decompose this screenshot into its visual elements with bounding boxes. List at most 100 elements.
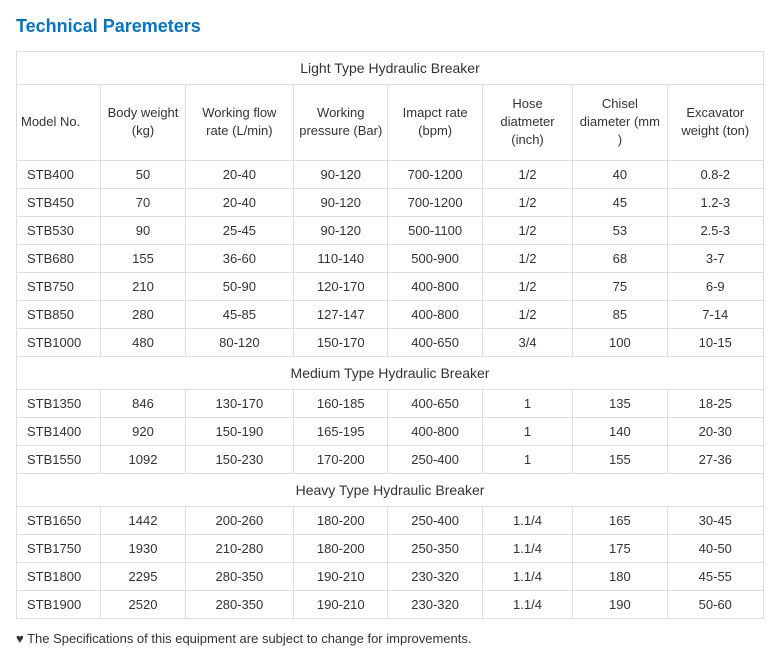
table-cell: 50-60 [667,590,763,618]
table-cell: 190 [573,590,667,618]
table-cell: 200-260 [185,506,293,534]
table-cell: 80-120 [185,328,293,356]
table-cell: STB1550 [17,445,101,473]
table-cell: 400-650 [388,328,482,356]
table-cell: 90-120 [294,188,388,216]
table-row: STB5309025-4590-120500-11001/2532.5-3 [17,216,764,244]
table-cell: 85 [573,300,667,328]
table-cell: 150-230 [185,445,293,473]
table-cell: 280-350 [185,562,293,590]
table-cell: 1092 [101,445,185,473]
table-cell: 1/2 [482,188,572,216]
table-cell: 1.1/4 [482,534,572,562]
table-cell: 90-120 [294,160,388,188]
table-cell: 700-1200 [388,160,482,188]
table-cell: 3-7 [667,244,763,272]
section-title-row: Light Type Hydraulic Breaker [17,52,764,85]
table-cell: 250-400 [388,506,482,534]
table-cell: 90-120 [294,216,388,244]
table-row: STB18002295280-350190-210230-3201.1/4180… [17,562,764,590]
table-cell: 1442 [101,506,185,534]
table-cell: 1/2 [482,272,572,300]
table-cell: 3/4 [482,328,572,356]
table-cell: 1.1/4 [482,562,572,590]
table-cell: 1 [482,445,572,473]
table-cell: 25-45 [185,216,293,244]
table-row: STB4005020-4090-120700-12001/2400.8-2 [17,160,764,188]
table-cell: 160-185 [294,389,388,417]
table-cell: 180-200 [294,534,388,562]
table-cell: 90 [101,216,185,244]
table-cell: STB1650 [17,506,101,534]
table-cell: 1.2-3 [667,188,763,216]
table-cell: STB450 [17,188,101,216]
table-cell: 135 [573,389,667,417]
table-cell: 210 [101,272,185,300]
table-row: STB19002520280-350190-210230-3201.1/4190… [17,590,764,618]
table-cell: 36-60 [185,244,293,272]
table-cell: 45 [573,188,667,216]
column-header: Working flow rate (L/min) [185,85,293,161]
table-row: STB100048080-120150-170400-6503/410010-1… [17,328,764,356]
table-cell: 40 [573,160,667,188]
table-cell: STB400 [17,160,101,188]
table-cell: STB1400 [17,417,101,445]
section-title-row: Medium Type Hydraulic Breaker [17,356,764,389]
table-cell: 230-320 [388,562,482,590]
table-cell: 1/2 [482,160,572,188]
table-cell: 45-55 [667,562,763,590]
column-header: Body weight (kg) [101,85,185,161]
table-cell: 700-1200 [388,188,482,216]
table-cell: STB1750 [17,534,101,562]
table-cell: 1/2 [482,216,572,244]
table-cell: STB1000 [17,328,101,356]
table-cell: STB1800 [17,562,101,590]
table-cell: 180 [573,562,667,590]
table-cell: 1/2 [482,244,572,272]
table-cell: 190-210 [294,590,388,618]
table-row: STB17501930210-280180-200250-3501.1/4175… [17,534,764,562]
table-cell: 20-40 [185,160,293,188]
table-cell: 180-200 [294,506,388,534]
table-cell: 175 [573,534,667,562]
table-cell: STB530 [17,216,101,244]
table-cell: 68 [573,244,667,272]
table-cell: 18-25 [667,389,763,417]
table-cell: 155 [101,244,185,272]
table-cell: 40-50 [667,534,763,562]
table-row: STB15501092150-230170-200250-400115527-3… [17,445,764,473]
column-header: Model No. [17,85,101,161]
table-cell: 400-650 [388,389,482,417]
table-cell: STB750 [17,272,101,300]
table-row: STB16501442200-260180-200250-4001.1/4165… [17,506,764,534]
table-cell: 100 [573,328,667,356]
table-row: STB75021050-90120-170400-8001/2756-9 [17,272,764,300]
table-cell: 2520 [101,590,185,618]
table-cell: 155 [573,445,667,473]
table-cell: 50 [101,160,185,188]
table-cell: STB850 [17,300,101,328]
table-cell: 500-1100 [388,216,482,244]
table-cell: 70 [101,188,185,216]
table-cell: 280 [101,300,185,328]
table-cell: 190-210 [294,562,388,590]
table-cell: 150-190 [185,417,293,445]
table-cell: 1 [482,417,572,445]
table-cell: 75 [573,272,667,300]
section-title-cell: Light Type Hydraulic Breaker [17,52,764,85]
table-cell: 6-9 [667,272,763,300]
column-header: Working pressure (Bar) [294,85,388,161]
table-cell: 165 [573,506,667,534]
table-row: STB68015536-60110-140500-9001/2683-7 [17,244,764,272]
table-row: STB1350846130-170160-185400-650113518-25 [17,389,764,417]
table-cell: 400-800 [388,272,482,300]
table-cell: 120-170 [294,272,388,300]
section-heading: Technical Paremeters [16,16,764,37]
table-cell: 500-900 [388,244,482,272]
table-cell: 170-200 [294,445,388,473]
column-header: Imapct rate (bpm) [388,85,482,161]
table-cell: 2295 [101,562,185,590]
section-title-cell: Medium Type Hydraulic Breaker [17,356,764,389]
table-row: STB4507020-4090-120700-12001/2451.2-3 [17,188,764,216]
table-row: STB85028045-85127-147400-8001/2857-14 [17,300,764,328]
